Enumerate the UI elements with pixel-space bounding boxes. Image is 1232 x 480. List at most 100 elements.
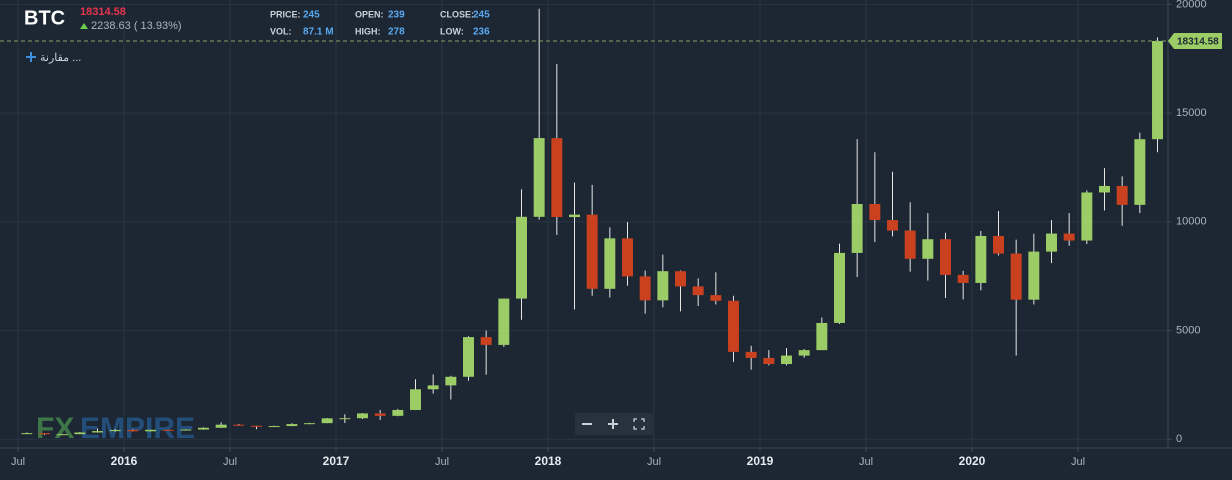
symbol: BTC (24, 7, 65, 29)
grid (0, 0, 1168, 448)
x-tick-label: 2018 (535, 454, 562, 468)
candle-body (604, 238, 616, 289)
candle-body (781, 355, 792, 365)
fullscreen[interactable] (633, 418, 645, 430)
candle-body (710, 295, 722, 301)
candle-body (745, 351, 757, 358)
stat-label: HIGH: (355, 26, 381, 36)
stat-label: VOL: (270, 26, 292, 36)
watermark: FX EMPIRE (36, 412, 195, 445)
stat-value: 87.1 M (303, 27, 334, 38)
candle-body (533, 138, 545, 217)
zoom-in[interactable] (608, 419, 618, 429)
candle-body (763, 357, 775, 365)
watermark-fx: FX (36, 412, 74, 445)
candle-body (233, 424, 245, 426)
stat-label: PRICE: (270, 9, 301, 19)
candle-body (692, 286, 704, 296)
candle-body (374, 413, 386, 416)
candle-body (1081, 192, 1093, 241)
candle-body (321, 418, 333, 424)
candle-body (551, 138, 563, 218)
candle-body (480, 337, 492, 345)
last-price-tag (1168, 33, 1222, 50)
candle-body (21, 433, 33, 435)
candle-body (74, 432, 86, 435)
stat-label: LOW: (440, 26, 464, 36)
up-arrow (80, 23, 88, 29)
candle-body (215, 424, 227, 428)
stat-value: 245 (473, 10, 490, 21)
candle-body (1099, 185, 1110, 193)
y-tick-label: 20000 (1176, 0, 1207, 10)
candle-body (1116, 185, 1128, 205)
candle-body (940, 239, 951, 275)
y-tick-label: 15000 (1176, 107, 1207, 119)
x-tick-label: 2016 (111, 454, 138, 468)
candle-body (516, 216, 527, 299)
candle-body (498, 298, 510, 345)
candle-body (1010, 253, 1022, 300)
candle-body (569, 214, 580, 218)
x-tick-label: Jul (647, 456, 661, 468)
candle-body (957, 274, 969, 283)
axes: 0 5000 10000 15000 20000 Jul 2016 Jul 2017 Jul 201… (0, 0, 1222, 468)
candle-body (268, 426, 280, 428)
candle-body (357, 413, 368, 419)
candle-body (657, 271, 669, 301)
watermark-brand: EMPIRE (80, 412, 195, 445)
candle-body (410, 389, 421, 410)
compare-label[interactable]: مقارنة ... (40, 52, 81, 64)
stat-value: 245 (303, 10, 320, 21)
candle-body (109, 429, 121, 432)
stat-value: 239 (388, 10, 405, 21)
candle-body (427, 385, 439, 390)
candles (21, 8, 1163, 436)
x-tick-label: 2017 (323, 454, 350, 468)
candle-body (162, 429, 174, 431)
zoom-controls (575, 413, 653, 435)
candle-body (798, 350, 810, 356)
candle-body (304, 423, 315, 425)
candle-body (869, 203, 881, 221)
candle-body (922, 239, 934, 259)
x-tick-label: 2019 (747, 454, 774, 468)
candle-body (904, 230, 916, 259)
candle-body (975, 235, 987, 283)
y-tick-label: 10000 (1176, 216, 1207, 228)
candle-body (392, 409, 404, 416)
stat-value: 236 (473, 27, 490, 38)
change: 2238.63 ( 13.93%) (91, 20, 182, 32)
candle-body (1152, 41, 1163, 140)
x-tick-label: Jul (1071, 456, 1085, 468)
stat-label: OPEN: (355, 9, 384, 19)
candle-body (39, 433, 50, 435)
candle-body (198, 427, 209, 430)
candle-body (92, 431, 103, 433)
candle-body (251, 425, 262, 427)
plus-icon (26, 52, 36, 62)
candle-body (851, 203, 863, 253)
candle-body (180, 429, 192, 431)
candle-body (56, 434, 68, 436)
compare-button[interactable]: مقارنة ... (26, 52, 81, 64)
candle-body (1134, 139, 1146, 205)
x-tick-label: Jul (223, 456, 237, 468)
candle-body (586, 214, 598, 289)
candle-body (993, 235, 1004, 254)
candle-body (639, 276, 651, 301)
candle-body (1063, 233, 1075, 241)
x-tick-label: Jul (859, 456, 873, 468)
candle-body (127, 429, 139, 432)
candle-body (887, 220, 898, 231)
last-price-tag-label: 18314.58 (1177, 37, 1219, 48)
stat-value: 278 (388, 27, 405, 38)
x-tick-label: 2020 (959, 454, 986, 468)
x-tick-label: Jul (435, 456, 449, 468)
y-tick-label: 0 (1176, 433, 1182, 445)
candle-body (445, 376, 457, 386)
